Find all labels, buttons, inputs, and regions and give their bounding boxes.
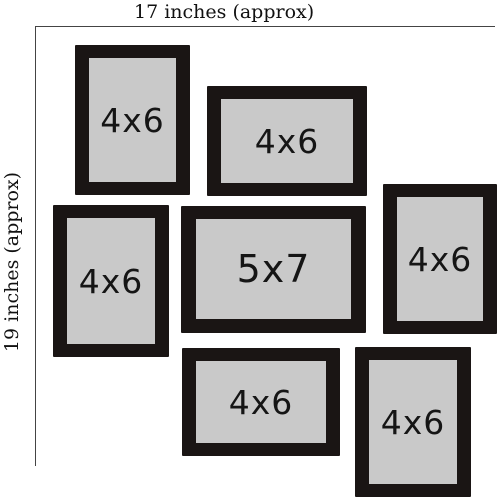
photo-frame: 4x6 <box>207 86 367 196</box>
frame-mat: 4x6 <box>67 218 155 344</box>
height-dimension-label: 19 inches (approx) <box>0 167 24 357</box>
height-dimension-line <box>35 26 36 466</box>
frame-mat: 4x6 <box>397 197 483 321</box>
frame-size-label: 4x6 <box>100 100 165 140</box>
photo-frame: 4x6 <box>182 348 340 456</box>
width-dimension-label: 17 inches (approx) <box>130 0 319 24</box>
frame-size-label: 4x6 <box>228 382 294 422</box>
photo-frame: 5x7 <box>181 206 366 333</box>
frame-mat: 4x6 <box>196 361 326 443</box>
frame-mat: 4x6 <box>369 360 457 484</box>
photo-frame: 4x6 <box>355 347 471 497</box>
frame-size-label: 4x6 <box>380 402 446 442</box>
frame-size-label: 4x6 <box>78 261 144 301</box>
width-dimension-line <box>35 26 495 27</box>
photo-frame: 4x6 <box>383 184 497 334</box>
frame-mat: 5x7 <box>196 219 351 319</box>
frame-mat: 4x6 <box>221 99 353 183</box>
photo-frame: 4x6 <box>53 205 169 357</box>
frame-mat: 4x6 <box>89 58 176 182</box>
photo-frame: 4x6 <box>75 45 190 195</box>
frame-size-label: 5x7 <box>236 247 311 291</box>
frame-size-label: 4x6 <box>254 121 320 161</box>
frame-size-label: 4x6 <box>407 239 473 279</box>
